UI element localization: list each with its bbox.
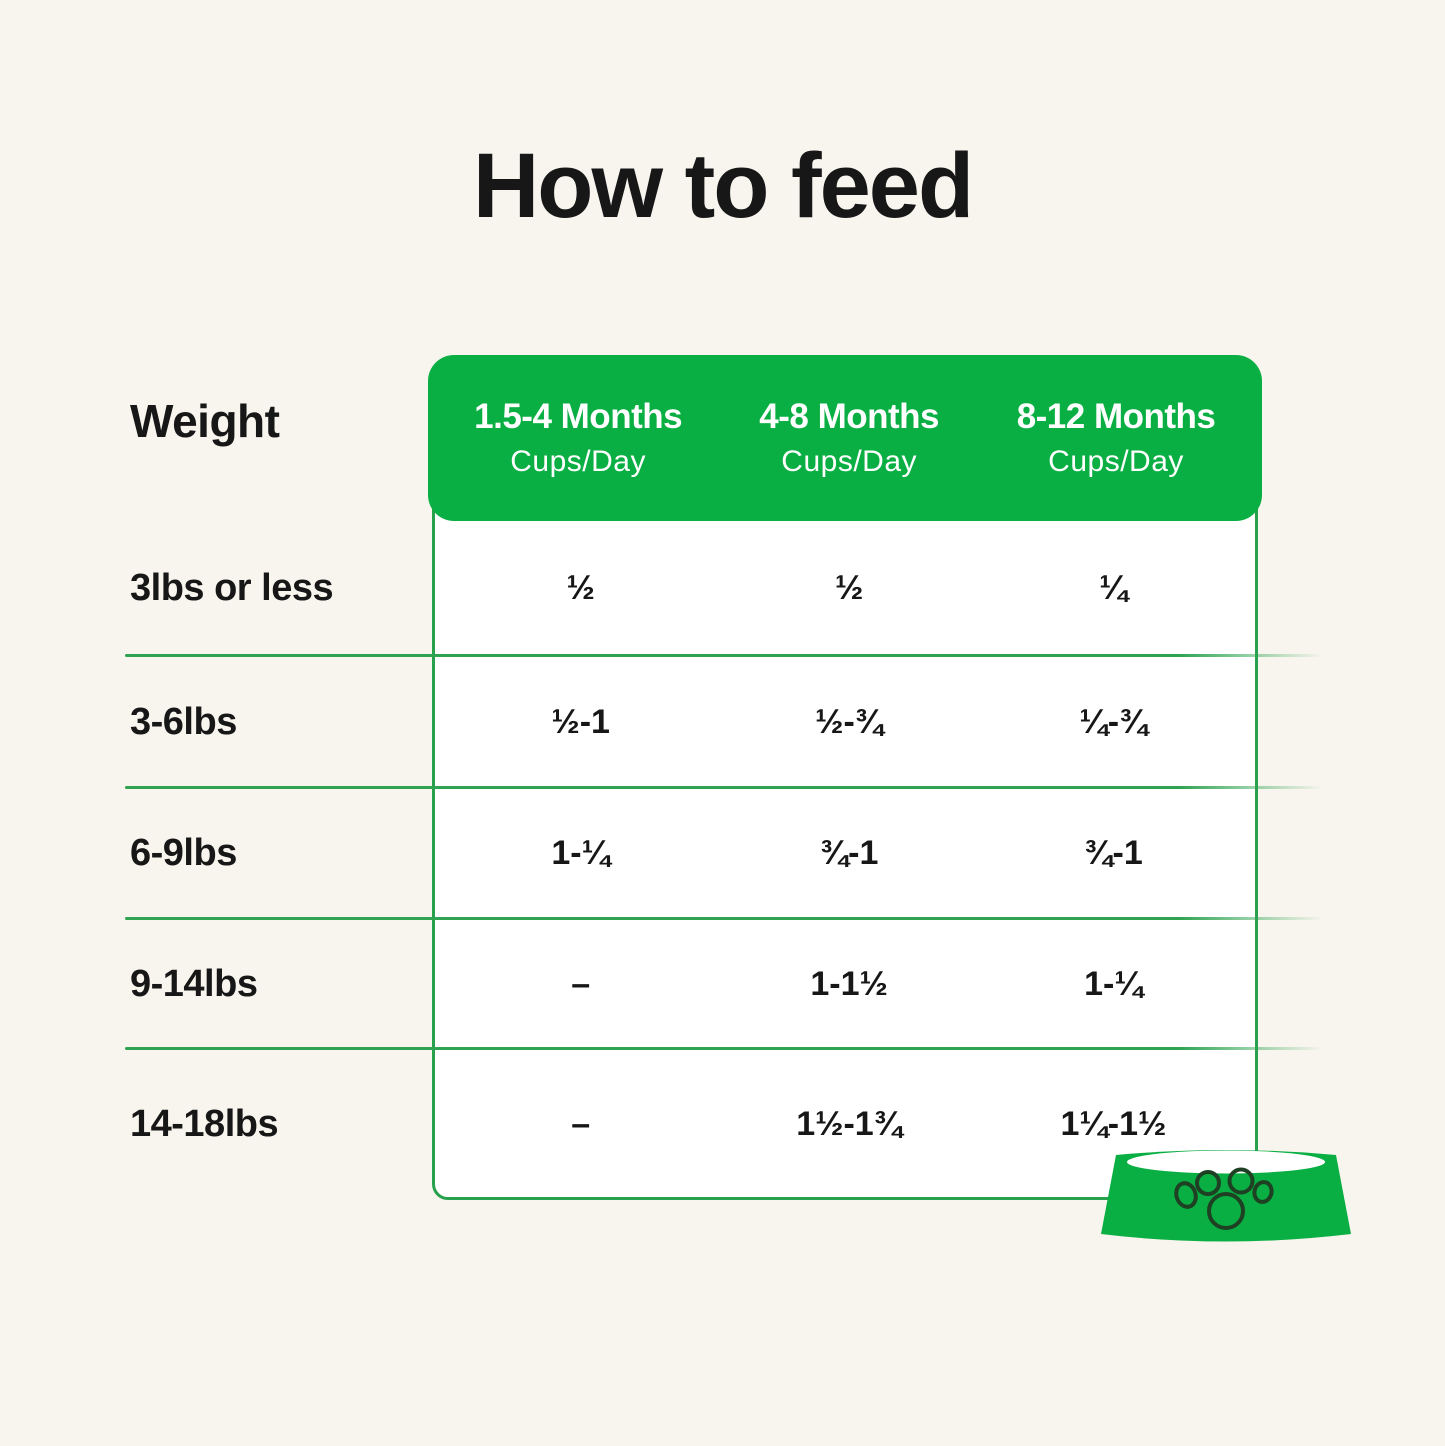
row-label-text: 6-9lbs	[130, 832, 237, 874]
row-divider	[125, 917, 1323, 920]
row-label: 9-14lbs	[130, 919, 420, 1049]
table-cell: ½	[834, 569, 864, 607]
row-label: 14-18lbs	[130, 1049, 420, 1200]
table-row: – 1½-1¾ 1¼-1½	[432, 1049, 1258, 1200]
table-row: 1-¼ ¾-1 ¾-1	[432, 788, 1258, 919]
table-cell: ¾-1	[819, 834, 879, 872]
table-cell: –	[571, 1105, 591, 1143]
column-header-3: 8-12 Months Cups/Day	[970, 397, 1262, 479]
column-header-label: 1.5-4 Months	[474, 397, 683, 436]
dog-bowl-paw-icon	[1100, 1145, 1352, 1250]
table-cell: 1-¼	[551, 834, 610, 872]
page-title: How to feed	[472, 135, 974, 237]
row-divider	[125, 1047, 1323, 1050]
table-cell: ¾-1	[1084, 834, 1143, 872]
column-header-2: 4-8 Months Cups/Day	[728, 397, 970, 479]
column-header-sublabel: Cups/Day	[510, 445, 646, 478]
table-cell: 1½-1¾	[796, 1105, 903, 1143]
feeding-table-header: 1.5-4 Months Cups/Day 4-8 Months Cups/Da…	[428, 355, 1262, 521]
table-row: ½ ½ ¼	[432, 521, 1258, 656]
column-header-label: 4-8 Months	[759, 397, 940, 436]
column-header-label: 8-12 Months	[1016, 397, 1216, 436]
table-row: ½-1 ½-¾ ¼-¾	[432, 656, 1258, 788]
row-divider	[125, 654, 1323, 657]
weight-row-labels: 3lbs or less 3-6lbs 6-9lbs 9-14lbs 14-18…	[130, 521, 420, 1200]
column-header-1: 1.5-4 Months Cups/Day	[428, 397, 728, 479]
row-label: 3lbs or less	[130, 521, 420, 656]
weight-column-header: Weight	[130, 395, 280, 447]
row-label-text: 9-14lbs	[130, 962, 258, 1005]
column-header-sublabel: Cups/Day	[1048, 445, 1184, 478]
feeding-table-rows: ½ ½ ¼ ½-1 ½-¾ ¼-¾ 1-¼ ¾-1 ¾-1 – 1-1½ 1-¼…	[432, 521, 1258, 1200]
table-cell: ¼-¾	[1079, 702, 1148, 741]
row-label: 3-6lbs	[130, 656, 420, 788]
row-label-text: 3-6lbs	[130, 700, 237, 743]
table-cell: ¼	[1099, 569, 1128, 607]
column-header-sublabel: Cups/Day	[781, 445, 918, 478]
table-cell: ½-¾	[815, 702, 884, 741]
table-row: – 1-1½ 1-¼	[432, 919, 1258, 1049]
table-cell: 1-¼	[1084, 964, 1143, 1003]
row-label: 6-9lbs	[130, 788, 420, 919]
table-cell: 1¼-1½	[1060, 1105, 1167, 1143]
feeding-table-body	[432, 440, 1258, 1200]
table-cell: ½-1	[551, 702, 610, 741]
row-divider	[125, 786, 1323, 789]
table-cell: 1-1½	[810, 964, 888, 1003]
table-cell: –	[571, 964, 591, 1003]
row-label-text: 14-18lbs	[130, 1103, 279, 1145]
row-label-text: 3lbs or less	[130, 567, 334, 609]
table-cell: ½	[566, 569, 595, 607]
